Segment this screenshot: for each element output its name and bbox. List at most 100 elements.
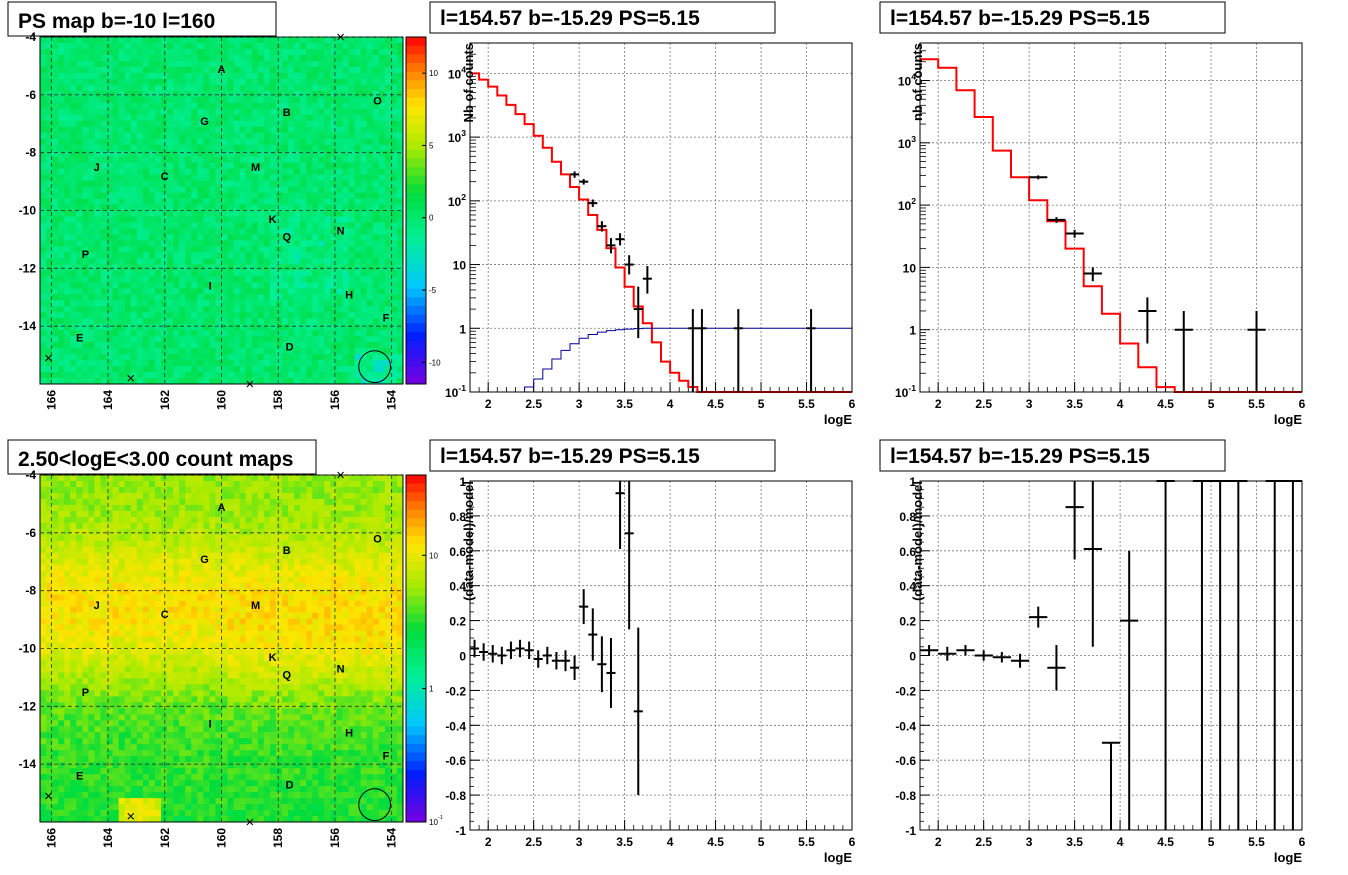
y-tick-label: 1: [459, 322, 466, 336]
x-tick-label: 3.5: [616, 835, 633, 849]
colorbar-tick-label: 5: [429, 141, 434, 150]
x-tick-label: 3.5: [1066, 835, 1083, 849]
x-axis-title: logE: [824, 412, 852, 427]
plot-frame: [919, 42, 1303, 393]
source-label: B: [283, 545, 291, 557]
data-point: [1156, 480, 1175, 830]
x-tick-label: 3.5: [616, 397, 633, 411]
source-label: G: [200, 116, 209, 128]
data-point: [497, 646, 507, 665]
y-tick-label: -8: [25, 584, 36, 598]
x-tick-label: 162: [158, 390, 172, 410]
data-point: [1047, 217, 1066, 223]
data-point: [470, 639, 480, 658]
data-point: [1029, 606, 1048, 628]
data-point: [1047, 645, 1066, 691]
data-point: [624, 481, 634, 630]
x-tick-label: 5: [758, 397, 765, 411]
series-step-line: [470, 327, 852, 393]
data-point: [974, 650, 993, 661]
data-point: [642, 265, 652, 294]
x-tick-label: 164: [101, 390, 115, 410]
data-point: [992, 652, 1011, 663]
y-tick-label: 10-1: [445, 383, 466, 400]
cross-marker: [337, 471, 344, 479]
y-tick-label: -0.8: [445, 789, 466, 803]
source-label: J: [94, 162, 100, 174]
source-label: C: [161, 171, 169, 183]
source-label: I: [209, 281, 212, 293]
source-label: E: [76, 771, 83, 783]
source-label: G: [200, 554, 209, 566]
source-label: E: [76, 333, 83, 345]
y-tick-label: 10: [453, 259, 467, 273]
y-tick-label: -12: [19, 261, 37, 275]
x-tick-label: 166: [44, 828, 58, 848]
cross-marker: [45, 792, 52, 800]
plot-frame: [469, 42, 853, 393]
data-point: [633, 286, 643, 339]
colorbar: 10 5 0 -5 -10: [405, 36, 441, 385]
data-point: [560, 650, 571, 672]
map-panel-0: PS map b=-10 l=160 166 164 162 160 158 156 154 -…: [7, 1, 441, 410]
cross-marker: [45, 354, 52, 362]
data-point: [606, 238, 616, 254]
x-tick-label: 6: [849, 835, 856, 849]
source-label: N: [337, 664, 345, 676]
y-tick-label: -8: [25, 146, 36, 160]
data-point: [733, 309, 743, 392]
data-point: [1010, 653, 1030, 668]
chart-title: l=154.57 b=-15.29 PS=5.15: [890, 445, 1150, 468]
y-tick-label: 0: [459, 650, 466, 664]
source-label: K: [269, 214, 277, 226]
data-point: [515, 639, 525, 658]
x-tick-label: 5.5: [798, 397, 815, 411]
x-tick-label: 6: [849, 397, 856, 411]
source-label: D: [286, 779, 294, 791]
x-tick-label: 5: [1208, 835, 1215, 849]
source-label: I: [209, 719, 212, 731]
source-label: P: [82, 687, 89, 699]
chart-title: PS map b=-10 l=160: [18, 10, 215, 33]
data-point: [688, 309, 698, 392]
source-label: M: [251, 162, 260, 174]
y-axis-title: (data-model)/model: [910, 481, 925, 601]
data-point: [1138, 297, 1157, 344]
data-point: [606, 638, 616, 708]
y-tick-label: 10: [903, 261, 917, 275]
series-step-line: [470, 72, 852, 393]
y-tick-label: -0.4: [895, 719, 916, 733]
y-tick-label: -4: [25, 30, 36, 44]
series-step-line: [920, 58, 1302, 393]
colorbar-tick-label: 1: [429, 685, 434, 694]
data-point: [956, 645, 975, 656]
x-axis-title: logE: [1274, 850, 1302, 865]
y-tick-label: 0.4: [899, 580, 916, 594]
x-tick-label: 6: [1299, 397, 1306, 411]
data-point: [615, 233, 625, 246]
chart-title: l=154.57 b=-15.29 PS=5.15: [440, 7, 700, 30]
y-tick-label: -0.4: [445, 719, 466, 733]
source-label: C: [161, 609, 169, 621]
x-tick-label: 3: [1026, 397, 1033, 411]
x-tick-label: 5: [1208, 397, 1215, 411]
cross-marker: [246, 818, 254, 826]
roi-circle: [358, 788, 392, 822]
data-point: [570, 171, 580, 178]
y-tick-label: 0.6: [899, 545, 916, 559]
data-point: [1065, 229, 1084, 238]
y-tick-label: 0: [909, 650, 916, 664]
x-tick-label: 158: [271, 828, 285, 848]
data-point: [488, 645, 498, 663]
data-point: [806, 309, 816, 392]
data-point: [479, 643, 489, 661]
y-tick-label: -0.2: [895, 684, 916, 698]
y-tick-label: 1: [459, 475, 466, 489]
colorbar-tick-label: -5: [429, 286, 437, 295]
y-axis-title: Nb of counts: [461, 43, 476, 122]
source-label: Q: [282, 232, 291, 244]
data-point: [1247, 310, 1266, 392]
colorbar-tick-label: 10: [429, 551, 438, 560]
heatmap-cells: [40, 475, 404, 823]
